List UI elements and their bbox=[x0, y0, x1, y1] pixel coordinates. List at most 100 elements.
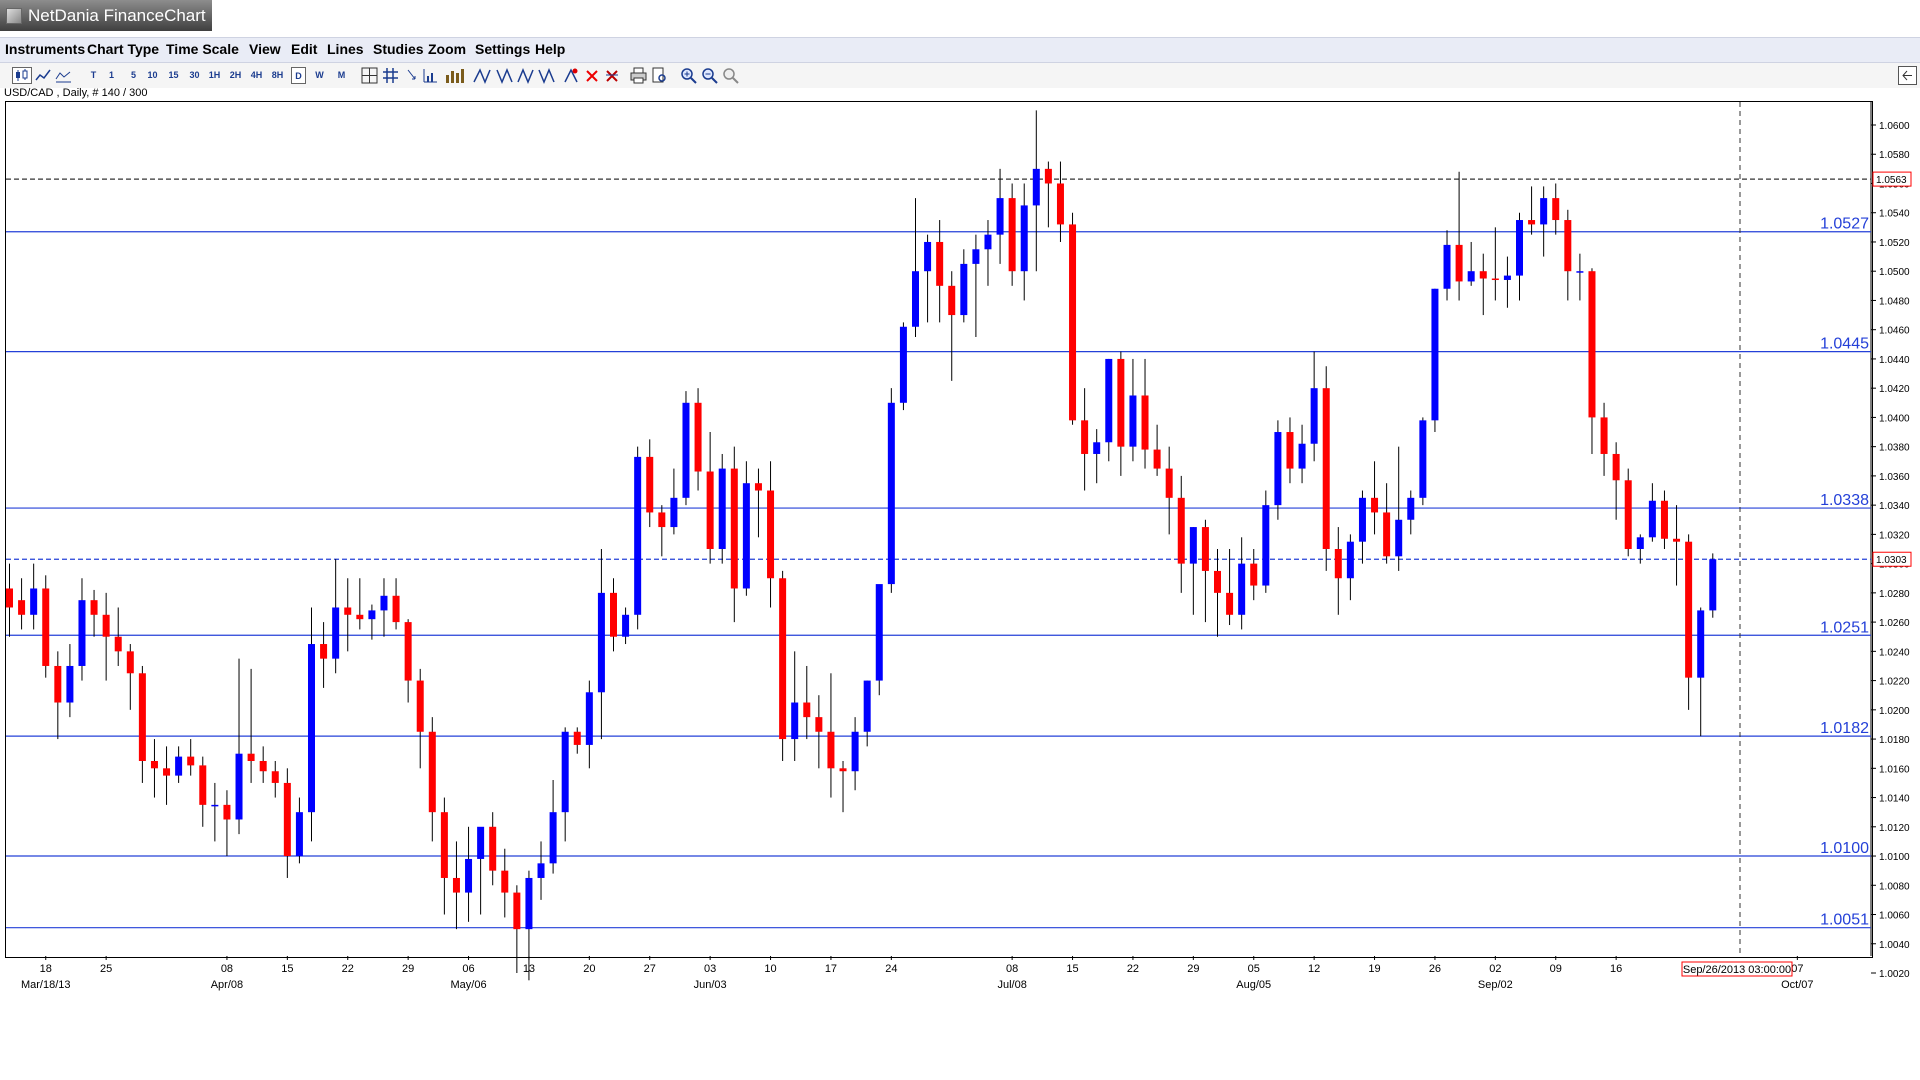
candle-down bbox=[1660, 500, 1668, 539]
menu-help[interactable]: Help bbox=[535, 41, 566, 57]
bar-chart-icon[interactable] bbox=[55, 67, 72, 84]
horizontal-level-label: 1.0445 bbox=[1820, 336, 1869, 353]
candle-up bbox=[1274, 432, 1282, 506]
menu-edit[interactable]: Edit bbox=[291, 41, 318, 57]
candle-up bbox=[1576, 271, 1584, 273]
candle-down bbox=[501, 870, 509, 893]
candle-down bbox=[1673, 538, 1681, 542]
panel-toggle-icon[interactable] bbox=[1898, 66, 1917, 85]
timeframe-30m-button[interactable]: 30 bbox=[189, 70, 200, 80]
candle-up bbox=[549, 812, 557, 864]
zoom-in-icon[interactable] bbox=[680, 67, 697, 84]
x-tick-label: 20 bbox=[583, 963, 595, 975]
menu-studies[interactable]: Studies bbox=[373, 41, 424, 57]
candle-down bbox=[827, 731, 835, 769]
timeframe-1h-button[interactable]: 1H bbox=[208, 70, 221, 80]
menu-settings[interactable]: Settings bbox=[475, 41, 531, 57]
timeframe-15m-button[interactable]: 15 bbox=[168, 70, 179, 80]
candle-up bbox=[1032, 168, 1040, 206]
indicator-icon[interactable] bbox=[405, 67, 419, 84]
candle-down bbox=[54, 665, 62, 703]
x-tick-label: 09 bbox=[1550, 963, 1562, 975]
volume-icon[interactable] bbox=[422, 67, 439, 84]
x-tick-label: 13 bbox=[523, 963, 535, 975]
menu-zoom[interactable]: Zoom bbox=[428, 41, 467, 57]
candle-up bbox=[1262, 505, 1270, 586]
timeframe-5m-button[interactable]: 5 bbox=[130, 70, 136, 80]
chart-symbol-label: USD/CAD , Daily, # 140 / 300 bbox=[4, 87, 148, 99]
print-preview-icon[interactable] bbox=[651, 67, 668, 84]
timeframe-daily-button[interactable]: D bbox=[291, 67, 306, 84]
trendline-icon[interactable] bbox=[444, 67, 464, 84]
grid-icon[interactable] bbox=[382, 67, 399, 84]
candle-down bbox=[247, 753, 255, 761]
timeframe-2h-button[interactable]: 2H bbox=[229, 70, 242, 80]
candle-up bbox=[1443, 244, 1451, 289]
candle-down bbox=[1081, 420, 1089, 454]
x-tick-label: 18 bbox=[40, 963, 52, 975]
x-month-label: Aug/05 bbox=[1236, 979, 1271, 991]
crosshair-icon[interactable] bbox=[361, 67, 378, 84]
timeframe-monthly-button[interactable]: M bbox=[337, 70, 346, 80]
delete-icon[interactable] bbox=[584, 67, 600, 84]
menu-time-scale[interactable]: Time Scale bbox=[166, 41, 239, 57]
menu-view[interactable]: View bbox=[249, 41, 281, 57]
candle-down bbox=[1600, 417, 1608, 454]
print-icon[interactable] bbox=[630, 67, 647, 84]
menu-instruments[interactable]: Instruments bbox=[5, 41, 86, 57]
candle-down bbox=[1153, 449, 1161, 469]
y-tick-label: 1.0500 bbox=[1879, 267, 1910, 278]
candle-up bbox=[634, 456, 642, 615]
x-tick-label: 05 bbox=[1248, 963, 1260, 975]
candle-down bbox=[1177, 497, 1185, 564]
candle-up bbox=[211, 804, 219, 807]
timeframe-4h-button[interactable]: 4H bbox=[250, 70, 263, 80]
candle-up bbox=[1467, 271, 1475, 282]
timeframe-tick-button[interactable]: T bbox=[90, 70, 97, 80]
y-tick-label: 1.0440 bbox=[1879, 355, 1910, 366]
candle-up bbox=[912, 271, 919, 327]
candle-down bbox=[440, 812, 448, 878]
candle-up bbox=[525, 877, 533, 930]
candle-down bbox=[1117, 358, 1125, 447]
timeframe-8h-button[interactable]: 8H bbox=[271, 70, 284, 80]
horizontal-level-label: 1.0100 bbox=[1820, 840, 1869, 857]
candlestick-chart-icon[interactable] bbox=[12, 67, 32, 84]
candle-down bbox=[767, 490, 775, 579]
line-chart-icon[interactable] bbox=[35, 67, 52, 84]
fibonacci-icon[interactable] bbox=[563, 67, 579, 84]
candle-up bbox=[1346, 541, 1354, 579]
candle-down bbox=[6, 588, 13, 608]
candle-down bbox=[1528, 220, 1536, 225]
candle-up bbox=[1395, 519, 1403, 557]
y-tick-label: 1.0180 bbox=[1879, 735, 1910, 746]
y-tick-label: 1.0320 bbox=[1879, 530, 1910, 541]
horizontal-level-label: 1.0527 bbox=[1820, 216, 1869, 233]
candle-up bbox=[622, 614, 630, 637]
timeframe-weekly-button[interactable]: W bbox=[315, 70, 324, 80]
parallel-icon[interactable] bbox=[472, 67, 564, 84]
candle-up bbox=[851, 731, 859, 772]
menu-bar: Instruments Chart Type Time Scale View E… bbox=[0, 37, 1920, 63]
y-tick-label: 1.0220 bbox=[1879, 677, 1910, 688]
delete-all-icon[interactable] bbox=[604, 67, 620, 84]
x-tick-label: 02 bbox=[1489, 963, 1501, 975]
x-tick-label: 08 bbox=[1006, 963, 1018, 975]
x-tick-label: 15 bbox=[281, 963, 293, 975]
y-tick-label: 1.0240 bbox=[1879, 647, 1910, 658]
candle-down bbox=[1165, 468, 1173, 498]
candle-down bbox=[1334, 549, 1342, 579]
x-tick-label: 12 bbox=[1308, 963, 1320, 975]
menu-chart-type[interactable]: Chart Type bbox=[87, 41, 160, 57]
zoom-out-icon[interactable] bbox=[701, 67, 718, 84]
y-tick-label: 1.0080 bbox=[1879, 881, 1910, 892]
x-tick-label: 22 bbox=[342, 963, 354, 975]
zoom-reset-icon[interactable] bbox=[722, 67, 739, 84]
timeframe-1m-button[interactable]: 1 bbox=[108, 70, 114, 80]
y-tick-label: 1.0040 bbox=[1879, 940, 1910, 951]
menu-lines[interactable]: Lines bbox=[327, 41, 364, 57]
x-tick-label: 26 bbox=[1429, 963, 1441, 975]
y-tick-label: 1.0580 bbox=[1879, 150, 1910, 161]
timeframe-10m-button[interactable]: 10 bbox=[147, 70, 158, 80]
